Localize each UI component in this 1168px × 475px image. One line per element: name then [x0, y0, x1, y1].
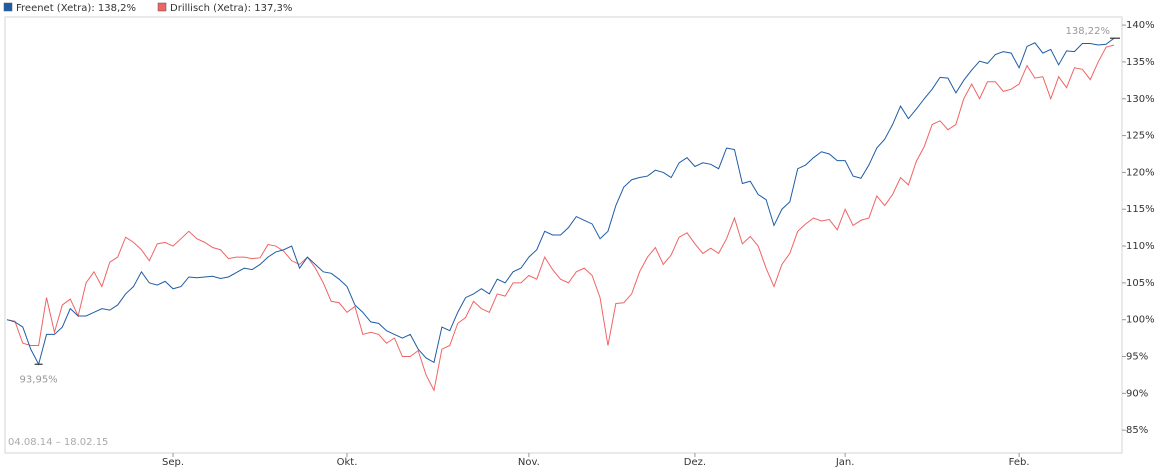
plot-frame	[4, 16, 1123, 454]
legend-swatch	[3, 2, 13, 12]
y-tick-label: 115%	[1126, 204, 1155, 215]
x-tick-label: Jan.	[835, 457, 855, 468]
y-tick-label: 105%	[1126, 278, 1155, 289]
y-tick-label: 125%	[1126, 131, 1155, 142]
y-tick-label: 135%	[1126, 57, 1155, 68]
y-tick-label: 95%	[1126, 352, 1148, 363]
annotation-label: 138,22%	[1066, 26, 1111, 37]
legend-swatch	[157, 2, 167, 12]
legend-label: Freenet (Xetra): 138,2%	[16, 3, 136, 14]
y-tick-label: 100%	[1126, 315, 1155, 326]
y-tick-label: 90%	[1126, 388, 1148, 399]
x-tick-label: Okt.	[337, 457, 358, 468]
series-line	[6, 37, 1115, 366]
x-tick-label: Sep.	[162, 457, 184, 468]
y-tick-label: 110%	[1126, 241, 1155, 252]
y-tick-label: 130%	[1126, 94, 1155, 105]
annotation-label: 93,95%	[20, 374, 58, 385]
y-tick-label: 120%	[1126, 167, 1155, 178]
date-range: 04.08.14 – 18.02.15	[8, 437, 108, 448]
y-tick-label: 140%	[1126, 20, 1155, 31]
x-tick-label: Dez.	[684, 457, 706, 468]
series-line	[6, 44, 1115, 392]
legend-label: Drillisch (Xetra): 137,3%	[170, 3, 292, 14]
x-tick-label: Feb.	[1009, 457, 1030, 468]
x-tick-label: Nov.	[518, 457, 540, 468]
y-tick-label: 85%	[1126, 425, 1148, 436]
